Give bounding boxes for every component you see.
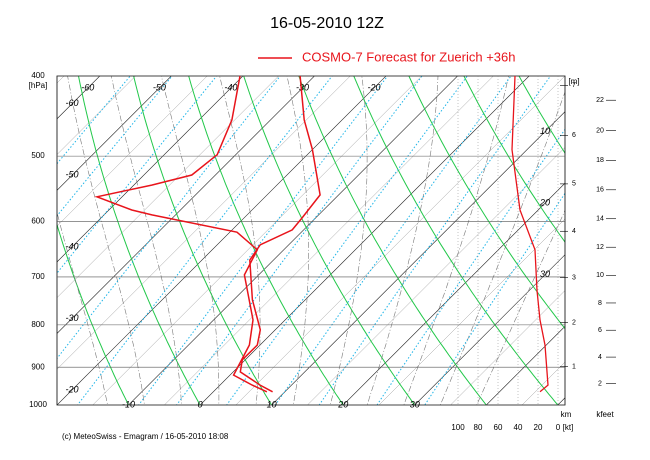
isotherm-label: 20: [539, 198, 550, 208]
km-tick-label: 7: [572, 82, 576, 89]
wind-tick-label: 60: [494, 423, 503, 432]
isotherm: [342, 182, 565, 405]
kfeet-tick-label: 10: [596, 272, 604, 279]
kfeet-tick-label: 16: [596, 187, 604, 194]
kfeet-tick-label: 14: [596, 216, 604, 223]
isotherm-label: -20: [65, 384, 78, 394]
isotherm: [57, 76, 244, 263]
kfeet-tick-label: 12: [596, 244, 604, 251]
kfeet-tick-label: 18: [596, 157, 604, 164]
km-tick-label: 3: [572, 274, 576, 281]
isotherm: [378, 218, 565, 405]
kfeet-tick-label: 8: [598, 300, 602, 307]
isotherm-label: -30: [65, 313, 78, 323]
kfeet-tick-label: 22: [596, 97, 604, 104]
wind-tick-label: 80: [474, 423, 483, 432]
dry-adiabat: [518, 76, 565, 154]
isotherm: [414, 254, 565, 405]
x-tick-label: 20: [337, 399, 348, 409]
x-tick-label: 10: [267, 399, 277, 409]
isotherm-label: -40: [65, 241, 78, 251]
mixing-ratio-line: [57, 76, 131, 165]
wind-unit: [kt]: [563, 423, 574, 432]
wind-tick-label: 100: [451, 423, 465, 432]
wind-speed-profile: [511, 75, 549, 393]
km-label: km: [561, 410, 572, 419]
isotherm-label: -50: [153, 82, 166, 92]
isotherm: [57, 76, 279, 298]
km-tick-label: 1: [572, 364, 576, 371]
kfeet-label: kfeet: [596, 410, 614, 419]
isotherm-label: -20: [367, 82, 380, 92]
x-tick-label: 0: [198, 399, 203, 409]
km-unit: [m]: [568, 77, 579, 86]
dewpoint-profile: [94, 75, 268, 393]
isotherm-label: -30: [296, 82, 309, 92]
mixing-ratio-line: [138, 76, 389, 405]
y-tick-label: 800: [31, 320, 45, 329]
isotherm: [57, 76, 315, 334]
chart-title: 16-05-2010 12Z: [270, 15, 384, 32]
isotherm: [57, 76, 387, 405]
mixing-ratio-line: [424, 192, 565, 405]
isotherm: [485, 325, 565, 405]
isotherm: [271, 111, 565, 405]
isotherm-label: -60: [65, 98, 78, 108]
isotherm-label: 30: [540, 269, 550, 279]
kfeet-tick-label: 2: [598, 380, 602, 387]
x-tick-label: 30: [410, 399, 420, 409]
dry-adiabat: [463, 76, 565, 243]
y-tick-label: 700: [31, 272, 45, 281]
km-tick-label: 6: [572, 132, 576, 139]
legend-label: COSMO-7 Forecast for Zuerich +36h: [302, 49, 516, 64]
wind-tick-label: 40: [514, 423, 523, 432]
isotherm-label: -40: [224, 82, 237, 92]
y-tick-label: 500: [31, 151, 45, 160]
kfeet-tick-label: 20: [596, 127, 604, 134]
isotherm: [57, 76, 136, 155]
km-tick-label: 5: [572, 181, 576, 188]
wind-tick-label: 0: [556, 423, 561, 432]
y-tick-label: 1000: [29, 400, 47, 409]
isotherm: [235, 76, 565, 405]
isotherm-label: -60: [81, 82, 94, 92]
footer: (c) MeteoSwiss - Emagram / 16-05-2010 18…: [62, 432, 229, 441]
mixing-ratio-line: [274, 76, 512, 405]
isotherm-label: 10: [540, 126, 550, 136]
y-unit: [hPa]: [29, 81, 48, 90]
km-tick-label: 4: [572, 228, 576, 235]
isotherm: [307, 147, 565, 405]
isotherm: [57, 76, 172, 191]
isotherm: [199, 76, 530, 405]
isotherm: [450, 290, 565, 405]
y-tick-label: 900: [31, 362, 45, 371]
isotherm: [57, 76, 208, 227]
kfeet-tick-label: 4: [598, 354, 602, 361]
y-tick-label: 400: [31, 71, 45, 80]
x-tick-label: -10: [122, 399, 135, 409]
wind-tick-label: 20: [534, 423, 543, 432]
km-tick-label: 2: [572, 319, 576, 326]
isotherm-label: -50: [65, 170, 78, 180]
isotherm: [92, 76, 423, 405]
temperature-profile: [239, 75, 321, 393]
y-tick-label: 600: [31, 217, 45, 226]
kfeet-tick-label: 6: [598, 327, 602, 334]
